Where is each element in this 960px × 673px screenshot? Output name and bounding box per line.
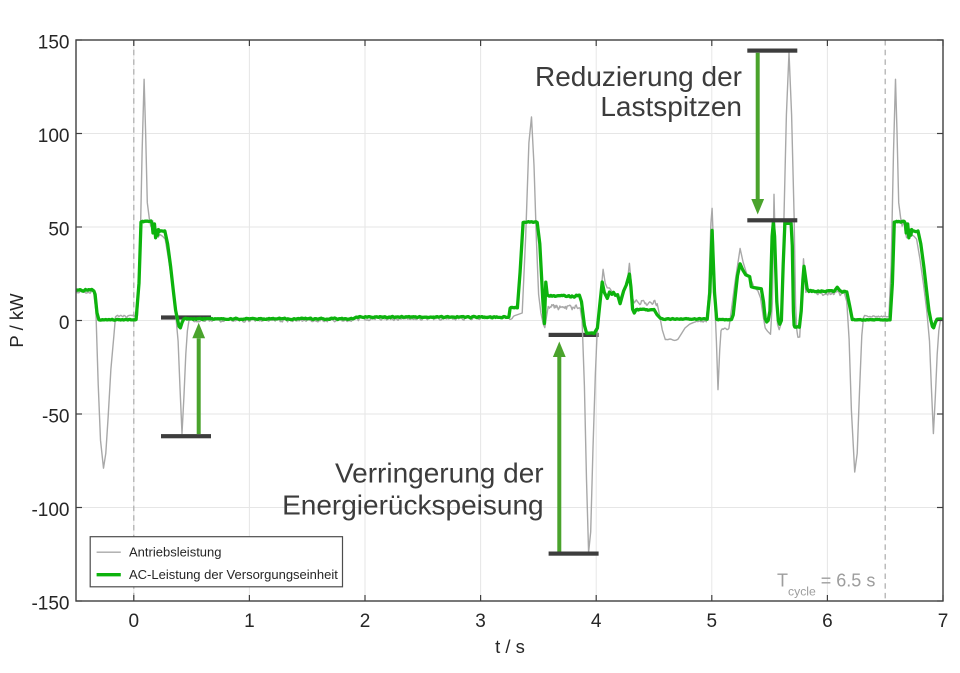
svg-text:0: 0	[129, 611, 140, 632]
svg-text:-150: -150	[31, 594, 69, 615]
svg-text:-50: -50	[42, 407, 69, 428]
svg-text:P / kW: P / kW	[6, 293, 27, 348]
svg-text:t / s: t / s	[495, 636, 525, 657]
svg-text:6: 6	[822, 611, 833, 632]
svg-text:100: 100	[38, 126, 70, 147]
svg-text:Antriebsleistung: Antriebsleistung	[129, 545, 222, 560]
svg-text:Verringerung der: Verringerung der	[335, 458, 544, 489]
svg-text:150: 150	[38, 33, 70, 54]
svg-text:Reduzierung der: Reduzierung der	[535, 61, 742, 92]
svg-text:AC-Leistung der Versorgungsein: AC-Leistung der Versorgungseinheit	[129, 567, 338, 582]
svg-text:4: 4	[591, 611, 602, 632]
svg-text:7: 7	[938, 611, 949, 632]
svg-text:2: 2	[360, 611, 371, 632]
svg-text:-100: -100	[31, 500, 69, 521]
svg-text:0: 0	[59, 313, 70, 334]
svg-text:3: 3	[475, 611, 486, 632]
svg-text:Lastspitzen: Lastspitzen	[600, 91, 742, 122]
svg-text:1: 1	[244, 611, 255, 632]
svg-text:5: 5	[707, 611, 718, 632]
svg-text:Energierückspeisung: Energierückspeisung	[282, 490, 544, 521]
svg-text:50: 50	[48, 220, 69, 241]
